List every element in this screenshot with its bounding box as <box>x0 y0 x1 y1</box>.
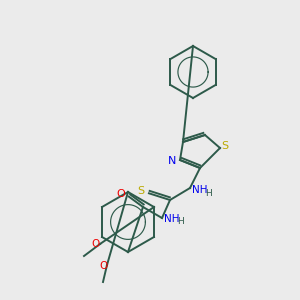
Text: N: N <box>168 156 176 166</box>
Text: H: H <box>206 188 212 197</box>
Text: O: O <box>99 261 107 271</box>
Text: H: H <box>178 218 184 226</box>
Text: S: S <box>137 186 145 196</box>
Text: NH: NH <box>192 185 208 195</box>
Text: O: O <box>117 189 125 199</box>
Text: O: O <box>92 239 100 249</box>
Text: NH: NH <box>164 214 180 224</box>
Text: S: S <box>221 141 229 151</box>
